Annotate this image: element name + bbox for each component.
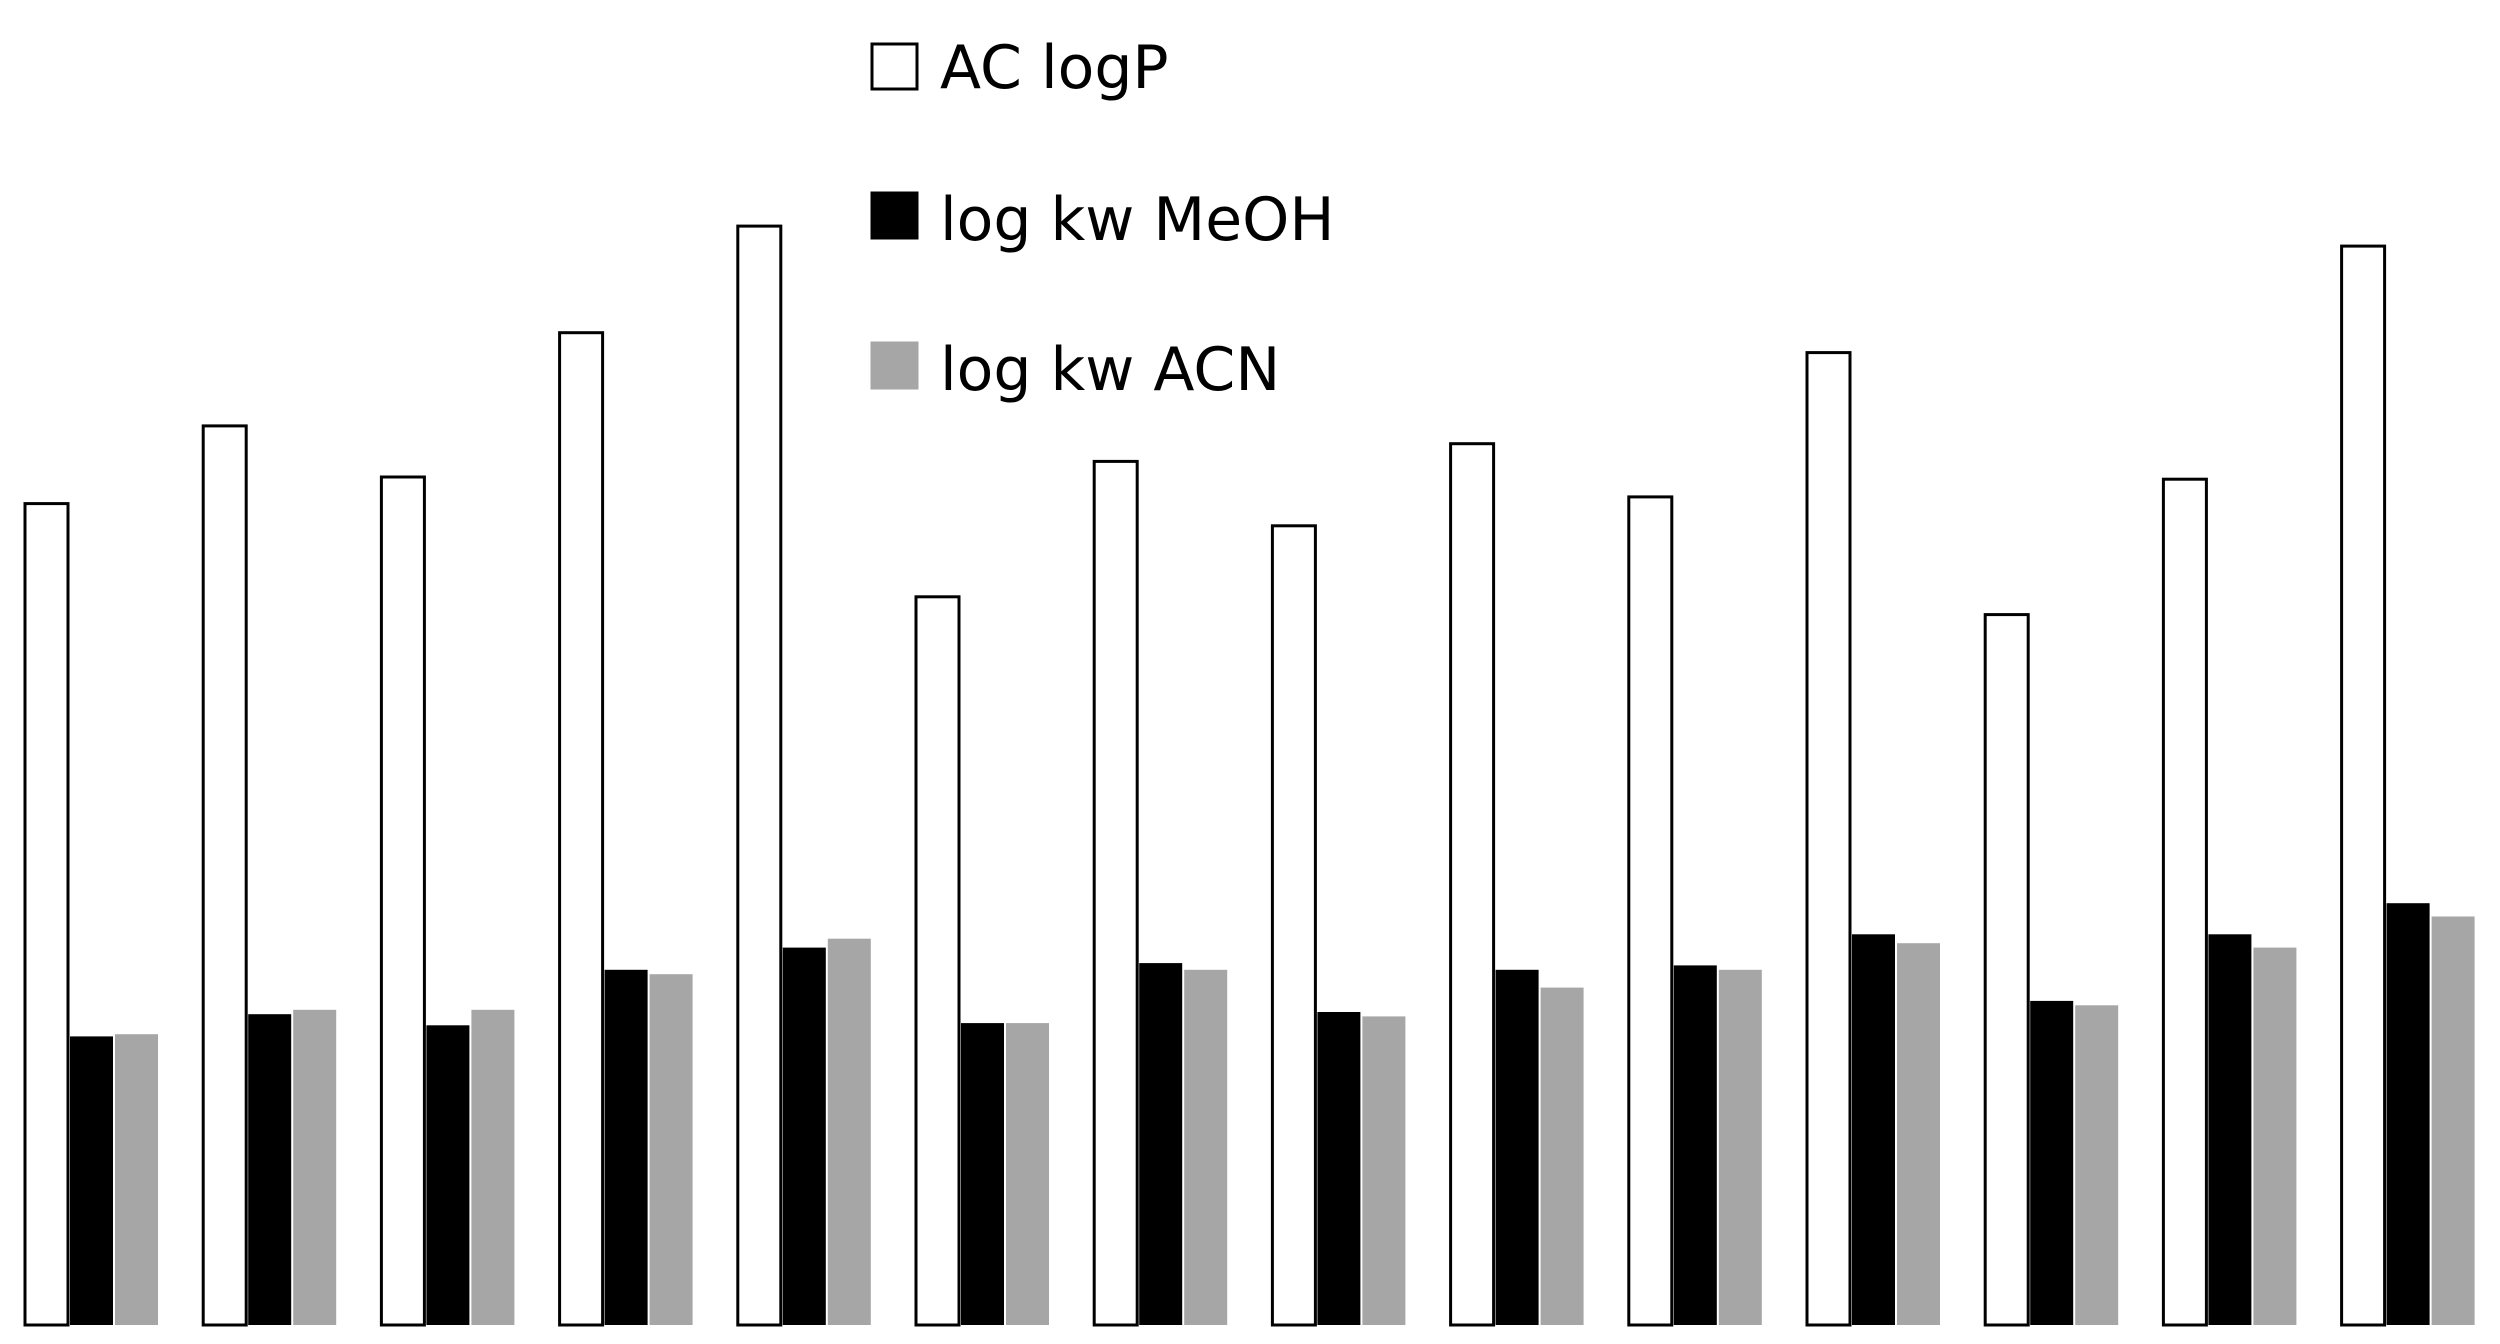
bar-log-kw-acn-13 (2253, 947, 2297, 1325)
bar-log-kw-meoh-5 (782, 947, 826, 1325)
bar-ac-logp-6 (914, 595, 961, 1327)
bar-ac-logp-12 (1983, 613, 2030, 1327)
bar-ac-logp-10 (1627, 495, 1674, 1327)
bar-log-kw-meoh-1 (70, 1036, 113, 1325)
bar-log-kw-acn-11 (1897, 943, 1940, 1325)
bar-log-kw-acn-2 (293, 1009, 337, 1325)
bar-log-kw-meoh-11 (1852, 934, 1895, 1325)
legend-item-log-kw-acn: log kw ACN (870, 335, 1280, 405)
bar-log-kw-meoh-14 (2386, 903, 2430, 1325)
legend-swatch-log-kw-acn (870, 341, 919, 390)
bar-log-kw-acn-8 (1362, 1016, 1406, 1325)
bar-ac-logp-14 (2340, 244, 2387, 1327)
bar-ac-logp-13 (2161, 477, 2208, 1327)
bar-ac-logp-4 (558, 331, 605, 1327)
bar-log-kw-meoh-13 (2208, 934, 2252, 1325)
chart-legend: AC logP log kw MeOH log kw ACN (870, 33, 1334, 405)
legend-item-ac-logp: AC logP (870, 33, 1169, 103)
bar-log-kw-acn-14 (2431, 916, 2475, 1325)
bar-log-kw-acn-10 (1718, 969, 1762, 1325)
bar-log-kw-acn-5 (827, 938, 871, 1325)
chart-bars (23, 224, 2475, 1327)
bar-log-kw-acn-9 (1540, 987, 1584, 1325)
legend-label-ac-logp: AC logP (940, 33, 1169, 103)
legend-label-log-kw-meoh: log kw MeOH (940, 185, 1334, 255)
bar-log-kw-meoh-8 (1317, 1012, 1361, 1325)
legend-swatch-ac-logp (870, 42, 919, 91)
bar-ac-logp-7 (1092, 459, 1139, 1327)
legend-swatch-log-kw-meoh (870, 191, 919, 240)
legend-item-log-kw-meoh: log kw MeOH (870, 185, 1334, 255)
bar-log-kw-meoh-2 (248, 1014, 292, 1325)
bar-ac-logp-2 (201, 424, 248, 1327)
bar-ac-logp-5 (736, 224, 783, 1327)
bar-log-kw-acn-12 (2075, 1005, 2119, 1325)
bar-log-kw-meoh-3 (426, 1025, 470, 1325)
bar-ac-logp-9 (1449, 442, 1496, 1327)
bar-log-kw-meoh-6 (961, 1023, 1004, 1325)
bar-log-kw-acn-1 (115, 1034, 158, 1325)
bar-ac-logp-8 (1270, 524, 1317, 1327)
bar-ac-logp-1 (23, 502, 70, 1327)
bar-ac-logp-11 (1805, 351, 1852, 1327)
bar-log-kw-meoh-12 (2030, 1000, 2074, 1325)
bar-log-kw-acn-6 (1006, 1023, 1049, 1325)
bar-log-kw-meoh-10 (1673, 965, 1717, 1325)
bar-log-kw-acn-4 (649, 974, 693, 1325)
bar-log-kw-meoh-7 (1139, 963, 1183, 1325)
bar-log-kw-acn-3 (471, 1009, 515, 1325)
bar-log-kw-meoh-9 (1495, 969, 1539, 1325)
bar-log-kw-acn-7 (1184, 969, 1228, 1325)
bar-log-kw-meoh-4 (604, 969, 648, 1325)
legend-label-log-kw-acn: log kw ACN (940, 335, 1280, 405)
bar-ac-logp-3 (379, 475, 426, 1327)
